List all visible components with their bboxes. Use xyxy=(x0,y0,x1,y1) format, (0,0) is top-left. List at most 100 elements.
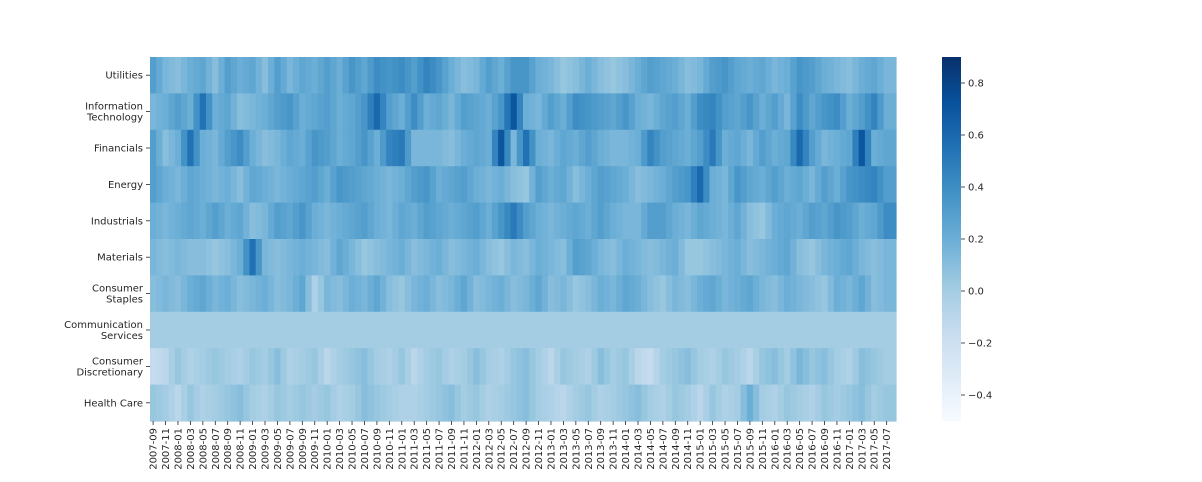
heatmap-cell xyxy=(392,239,400,276)
heatmap-cell xyxy=(703,384,711,422)
heatmap-cell xyxy=(261,275,269,313)
heatmap-cell xyxy=(802,166,810,204)
heatmap-cell xyxy=(442,57,449,94)
heatmap-cell xyxy=(205,57,213,94)
heatmap-cell xyxy=(485,57,493,94)
heatmap-cell xyxy=(616,275,624,313)
heatmap-cell xyxy=(224,166,232,204)
heatmap-cell xyxy=(864,129,872,167)
heatmap-cell xyxy=(591,275,599,313)
heatmap-cell xyxy=(473,93,481,131)
heatmap-cell xyxy=(578,239,586,276)
heatmap-cell xyxy=(181,57,188,94)
heatmap-cell xyxy=(168,348,176,386)
heatmap-cell xyxy=(771,166,779,204)
heatmap-cell xyxy=(193,311,201,349)
heatmap-cell xyxy=(535,348,543,386)
heatmap-cell xyxy=(473,202,481,240)
heatmap-cell xyxy=(199,57,207,94)
heatmap-cell xyxy=(324,57,331,94)
heatmap-cell xyxy=(193,129,201,167)
heatmap-cell xyxy=(715,129,723,167)
heatmap-cell xyxy=(647,93,655,131)
heatmap-cell xyxy=(491,93,499,131)
heatmap-cell xyxy=(690,239,698,276)
heatmap-cell xyxy=(417,57,425,94)
heatmap-cell xyxy=(659,93,667,131)
heatmap-cell xyxy=(237,57,244,94)
heatmap-cell xyxy=(827,275,835,313)
heatmap-cell xyxy=(355,93,362,131)
heatmap-cell xyxy=(404,129,412,167)
heatmap-cell xyxy=(212,166,219,204)
column-label: 2007-09 xyxy=(149,428,160,470)
heatmap-cell xyxy=(653,239,661,276)
heatmap-cell xyxy=(187,348,195,386)
heatmap-cell xyxy=(578,202,586,240)
column-label: 2013-11 xyxy=(609,428,620,470)
heatmap-cell xyxy=(467,311,474,349)
heatmap-cell xyxy=(342,93,350,131)
heatmap-cell xyxy=(616,311,624,349)
heatmap-cell xyxy=(864,166,872,204)
heatmap-cell xyxy=(840,384,847,422)
heatmap-cell xyxy=(473,166,481,204)
heatmap-cell xyxy=(460,93,468,131)
heatmap-cell xyxy=(380,239,387,276)
heatmap-cell xyxy=(523,384,530,422)
heatmap-cell xyxy=(753,93,760,131)
heatmap-cell xyxy=(641,57,648,94)
heatmap-cell xyxy=(417,275,425,313)
colorbar-tick-label: 0.4 xyxy=(968,183,984,194)
heatmap-cell xyxy=(858,239,866,276)
heatmap-cell xyxy=(628,57,636,94)
heatmap-cell xyxy=(255,239,263,276)
heatmap-cell xyxy=(274,275,282,313)
heatmap-cell xyxy=(330,202,338,240)
heatmap-cell xyxy=(342,202,350,240)
heatmap-cell xyxy=(454,384,462,422)
heatmap-cell xyxy=(659,311,667,349)
heatmap-cell xyxy=(330,129,338,167)
heatmap-cell xyxy=(473,239,481,276)
heatmap-cell xyxy=(740,129,748,167)
heatmap-cell xyxy=(715,311,723,349)
heatmap-cell xyxy=(423,57,431,94)
heatmap-cell xyxy=(404,348,412,386)
heatmap-cell xyxy=(181,202,188,240)
column-label: 2014-03 xyxy=(634,428,645,470)
heatmap-cell xyxy=(392,93,400,131)
heatmap-cell xyxy=(348,275,356,313)
heatmap-cell xyxy=(237,202,244,240)
heatmap-cell xyxy=(566,384,574,422)
heatmap-cell xyxy=(156,311,164,349)
column-label: 2015-05 xyxy=(721,428,732,470)
heatmap-cell xyxy=(864,202,872,240)
heatmap-cell xyxy=(554,129,561,167)
heatmap-cell xyxy=(330,275,338,313)
heatmap-cell xyxy=(554,311,561,349)
heatmap-cell xyxy=(380,129,387,167)
heatmap-cell xyxy=(498,166,505,204)
column-label: 2012-01 xyxy=(472,428,483,470)
heatmap-cell xyxy=(535,166,543,204)
heatmap-cell xyxy=(784,93,791,131)
heatmap-cell xyxy=(759,166,767,204)
heatmap-cell xyxy=(199,166,207,204)
heatmap-cell xyxy=(647,311,655,349)
heatmap-cell xyxy=(852,202,860,240)
column-label: 2010-11 xyxy=(385,428,396,470)
heatmap-cell xyxy=(672,275,680,313)
heatmap-cell xyxy=(554,202,561,240)
heatmap-cell xyxy=(759,239,767,276)
heatmap-cell xyxy=(833,275,841,313)
heatmap-cell xyxy=(665,57,673,94)
heatmap-cell xyxy=(541,239,549,276)
heatmap-cell xyxy=(435,93,443,131)
heatmap-cell xyxy=(541,166,549,204)
heatmap-cell xyxy=(889,348,897,386)
heatmap-cell xyxy=(342,275,350,313)
heatmap-cell xyxy=(827,384,835,422)
heatmap-cell xyxy=(330,57,338,94)
heatmap-cell xyxy=(827,129,835,167)
